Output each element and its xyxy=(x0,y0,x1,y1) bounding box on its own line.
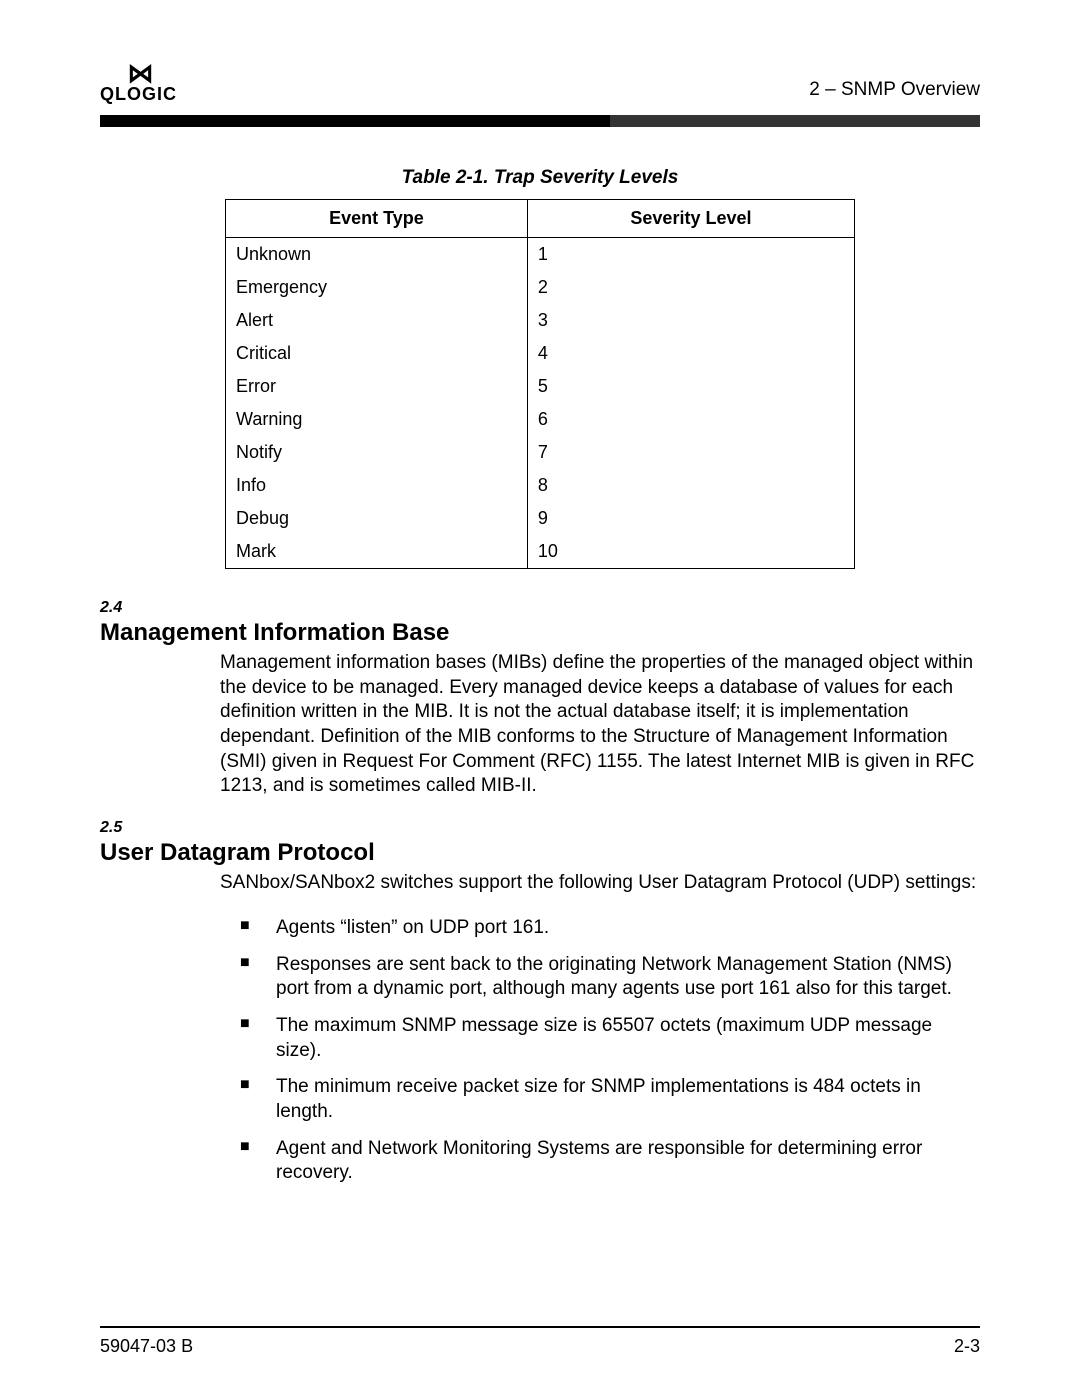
table-cell: Alert xyxy=(226,304,528,337)
table-cell: 2 xyxy=(527,271,854,304)
table-row: Warning6 xyxy=(226,403,855,436)
table-cell: 5 xyxy=(527,370,854,403)
table-cell: 10 xyxy=(527,535,854,569)
table-cell: Warning xyxy=(226,403,528,436)
table-row: Emergency2 xyxy=(226,271,855,304)
table-cell: Info xyxy=(226,469,528,502)
list-item: ■The maximum SNMP message size is 65507 … xyxy=(240,1014,980,1063)
table-row: Info8 xyxy=(226,469,855,502)
table-cell: 4 xyxy=(527,337,854,370)
section-intro-udp: SANbox/SANbox2 switches support the foll… xyxy=(220,871,980,896)
table-row: Error5 xyxy=(226,370,855,403)
header-rule-right xyxy=(610,115,980,127)
table-cell: Critical xyxy=(226,337,528,370)
table-row: Mark10 xyxy=(226,535,855,569)
bullet-square-icon: ■ xyxy=(240,953,276,1002)
table-cell: 3 xyxy=(527,304,854,337)
list-item: ■Agent and Network Monitoring Systems ar… xyxy=(240,1137,980,1186)
table-cell: Emergency xyxy=(226,271,528,304)
table-cell: 7 xyxy=(527,436,854,469)
logo-text: QLOGIC xyxy=(100,84,177,105)
table-cell: 1 xyxy=(527,238,854,272)
table-cell: Mark xyxy=(226,535,528,569)
list-item: ■The minimum receive packet size for SNM… xyxy=(240,1075,980,1124)
section-title-udp: User Datagram Protocol xyxy=(100,839,980,867)
bullet-text: The maximum SNMP message size is 65507 o… xyxy=(276,1014,980,1063)
list-item: ■Responses are sent back to the originat… xyxy=(240,953,980,1002)
section-number-25: 2.5 xyxy=(100,819,980,837)
table-cell: 9 xyxy=(527,502,854,535)
col-event-type: Event Type xyxy=(226,200,528,238)
page-header: ⋈ QLOGIC 2 – SNMP Overview xyxy=(100,60,980,105)
table-row: Critical4 xyxy=(226,337,855,370)
table-cell: Debug xyxy=(226,502,528,535)
table-row: Unknown1 xyxy=(226,238,855,272)
bullet-square-icon: ■ xyxy=(240,916,276,941)
page-footer: 59047-03 B 2-3 xyxy=(100,1326,980,1357)
bullet-square-icon: ■ xyxy=(240,1137,276,1186)
udp-bullet-list: ■Agents “listen” on UDP port 161.■Respon… xyxy=(240,916,980,1186)
table-cell: Error xyxy=(226,370,528,403)
header-section-label: 2 – SNMP Overview xyxy=(809,79,980,101)
table-cell: 8 xyxy=(527,469,854,502)
list-item: ■Agents “listen” on UDP port 161. xyxy=(240,916,980,941)
bullet-text: Agents “listen” on UDP port 161. xyxy=(276,916,980,941)
table-row: Notify7 xyxy=(226,436,855,469)
bullet-text: Agent and Network Monitoring Systems are… xyxy=(276,1137,980,1186)
table-row: Debug9 xyxy=(226,502,855,535)
table-cell: 6 xyxy=(527,403,854,436)
header-rule xyxy=(100,115,980,127)
footer-doc-id: 59047-03 B xyxy=(100,1336,193,1357)
section-title-mib: Management Information Base xyxy=(100,619,980,647)
table-row: Alert3 xyxy=(226,304,855,337)
table-cell: Notify xyxy=(226,436,528,469)
severity-table: Event Type Severity Level Unknown1Emerge… xyxy=(225,199,855,569)
qlogic-logo: ⋈ QLOGIC xyxy=(100,60,177,105)
footer-page-number: 2-3 xyxy=(954,1336,980,1357)
bullet-text: The minimum receive packet size for SNMP… xyxy=(276,1075,980,1124)
section-body-mib: Management information bases (MIBs) defi… xyxy=(220,651,980,799)
document-page: ⋈ QLOGIC 2 – SNMP Overview Table 2-1. Tr… xyxy=(0,0,1080,1397)
col-severity-level: Severity Level xyxy=(527,200,854,238)
bullet-text: Responses are sent back to the originati… xyxy=(276,953,980,1002)
header-rule-left xyxy=(100,115,610,127)
bullet-square-icon: ■ xyxy=(240,1075,276,1124)
table-header-row: Event Type Severity Level xyxy=(226,200,855,238)
table-caption: Table 2-1. Trap Severity Levels xyxy=(100,167,980,189)
logo-symbol-icon: ⋈ xyxy=(128,60,150,86)
section-number-24: 2.4 xyxy=(100,599,980,617)
bullet-square-icon: ■ xyxy=(240,1014,276,1063)
table-cell: Unknown xyxy=(226,238,528,272)
